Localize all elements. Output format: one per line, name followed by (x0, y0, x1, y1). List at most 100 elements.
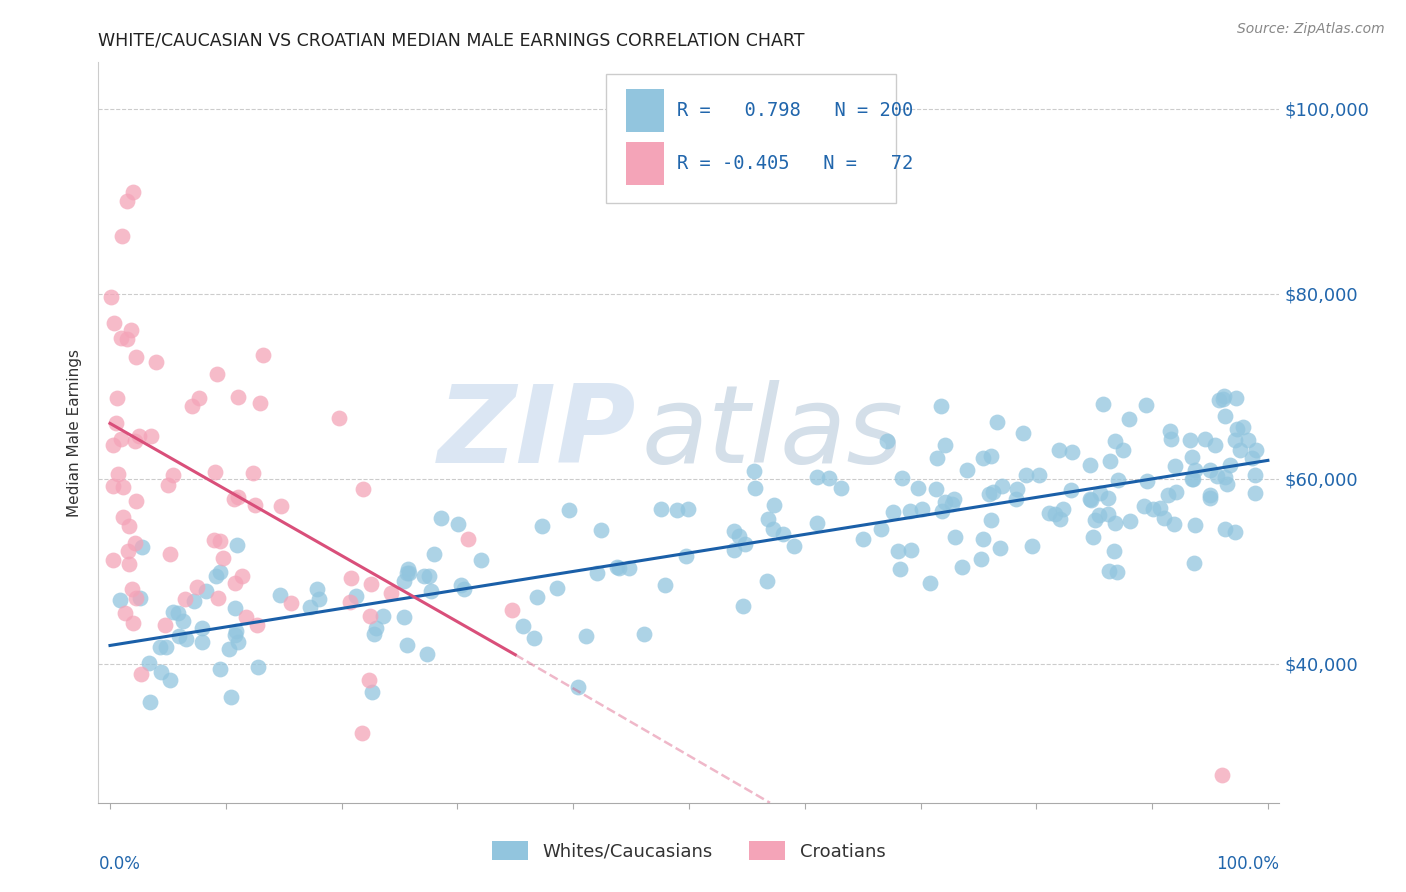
Point (396, 562, 419, 576)
Point (101, 553, 124, 567)
Point (742, 464, 765, 478)
Point (155, 640, 177, 655)
Point (208, 566, 231, 580)
Point (252, 348, 274, 362)
Point (1157, 488, 1180, 502)
Point (1184, 517, 1206, 532)
Point (299, 600, 322, 615)
Point (1091, 397, 1114, 411)
Point (1182, 556, 1205, 570)
Point (929, 399, 952, 413)
Point (755, 574, 778, 589)
Point (242, 466, 264, 480)
Point (1194, 433, 1216, 447)
Point (159, 673, 181, 687)
Point (675, 549, 697, 564)
Point (943, 530, 966, 544)
Text: 0.0%: 0.0% (98, 855, 141, 872)
Point (870, 522, 893, 536)
Point (1088, 486, 1111, 500)
Point (1213, 409, 1236, 424)
Point (174, 632, 197, 647)
Point (950, 560, 973, 574)
Point (526, 590, 548, 604)
Point (115, 332, 138, 346)
Point (191, 634, 214, 648)
Point (942, 492, 965, 507)
Point (308, 592, 330, 607)
Point (225, 538, 247, 552)
Point (415, 647, 437, 661)
Point (339, 595, 361, 609)
Point (1088, 508, 1111, 522)
Point (1223, 433, 1246, 447)
Point (339, 571, 361, 585)
Point (173, 614, 195, 628)
Point (728, 528, 751, 542)
Point (153, 617, 176, 632)
Text: Source: ZipAtlas.com: Source: ZipAtlas.com (1237, 22, 1385, 37)
Point (1164, 459, 1187, 474)
Point (307, 582, 329, 597)
Point (1043, 507, 1066, 521)
Point (1212, 392, 1234, 406)
Point (1097, 491, 1119, 506)
Point (1118, 412, 1140, 426)
Point (678, 501, 700, 516)
Point (162, 468, 184, 483)
Point (1047, 443, 1070, 458)
Point (1160, 432, 1182, 446)
Point (186, 580, 208, 594)
Point (398, 566, 420, 581)
Point (970, 552, 993, 566)
Point (412, 569, 434, 583)
Point (205, 569, 228, 583)
Point (972, 532, 994, 546)
Point (125, 591, 148, 606)
Point (619, 560, 641, 574)
Point (1184, 463, 1206, 477)
Point (758, 512, 780, 526)
Point (830, 481, 852, 495)
Point (941, 497, 963, 511)
Point (567, 680, 589, 694)
Point (128, 429, 150, 443)
Point (1021, 539, 1043, 553)
Point (246, 617, 269, 632)
Point (457, 532, 479, 546)
Point (1097, 507, 1119, 521)
Point (110, 592, 132, 607)
Point (1208, 392, 1230, 407)
Point (633, 626, 655, 640)
Point (396, 638, 419, 652)
Point (447, 516, 470, 531)
Point (1060, 483, 1083, 498)
Point (111, 510, 134, 524)
Point (209, 662, 232, 676)
Point (249, 396, 271, 410)
Point (107, 467, 129, 481)
Point (980, 513, 1002, 527)
Point (450, 577, 472, 591)
Point (1244, 468, 1267, 483)
Point (183, 594, 205, 608)
Point (110, 331, 132, 345)
Point (1011, 426, 1033, 441)
Point (380, 586, 402, 600)
Point (124, 434, 146, 448)
Point (344, 589, 367, 603)
Point (131, 540, 153, 554)
Point (723, 524, 745, 539)
Point (911, 502, 934, 516)
Point (744, 481, 766, 495)
Point (763, 498, 786, 512)
Point (558, 502, 581, 516)
Point (149, 640, 172, 655)
Point (1213, 470, 1236, 484)
Point (925, 482, 948, 496)
Point (138, 695, 160, 709)
Y-axis label: Median Male Earnings: Median Male Earnings (67, 349, 83, 516)
Point (1163, 517, 1185, 532)
Point (1080, 458, 1102, 472)
Point (105, 392, 128, 406)
